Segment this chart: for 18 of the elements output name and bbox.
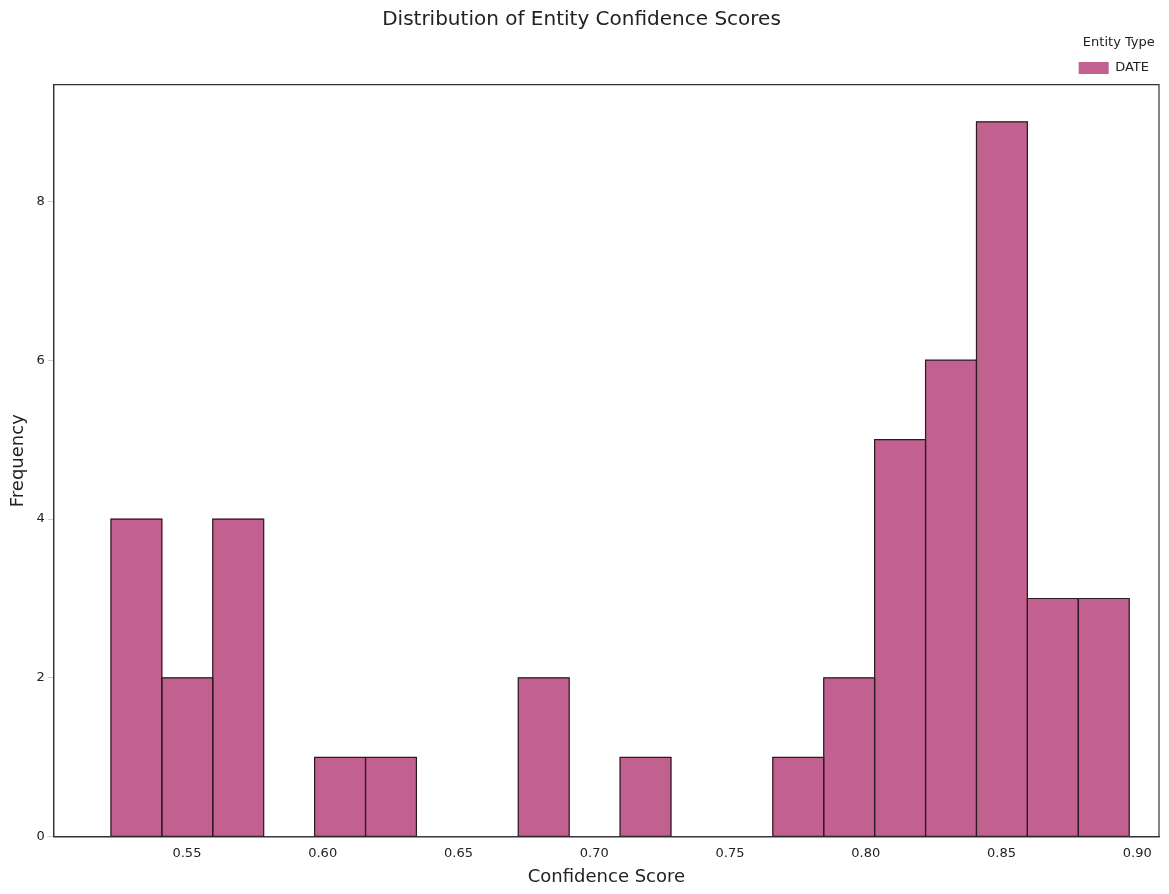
legend-label: DATE — [1115, 59, 1150, 75]
y-tick-label: 6 — [36, 351, 45, 367]
y-tick-label: 4 — [36, 510, 45, 526]
x-tick-label: 0.70 — [579, 844, 609, 860]
x-tick-label: 0.75 — [715, 844, 745, 860]
x-tick-label: 0.55 — [172, 844, 202, 860]
x-axis-title: Confidence Score — [527, 864, 686, 886]
y-tick-label: 2 — [36, 669, 45, 685]
x-tick-label: 0.85 — [987, 844, 1016, 860]
chart-title: Distribution of Entity Confidence Scores — [382, 6, 781, 31]
x-tick-label: 0.65 — [443, 844, 473, 860]
legend-title: Entity Type — [1082, 33, 1155, 49]
x-tick-label: 0.90 — [1122, 844, 1152, 860]
y-tick-label: 8 — [36, 192, 45, 208]
x-tick-label: 0.80 — [851, 844, 881, 860]
y-tick-label: 0 — [36, 828, 45, 844]
x-tick-label: 0.60 — [308, 844, 338, 860]
y-axis-title: Frequency — [6, 413, 28, 508]
